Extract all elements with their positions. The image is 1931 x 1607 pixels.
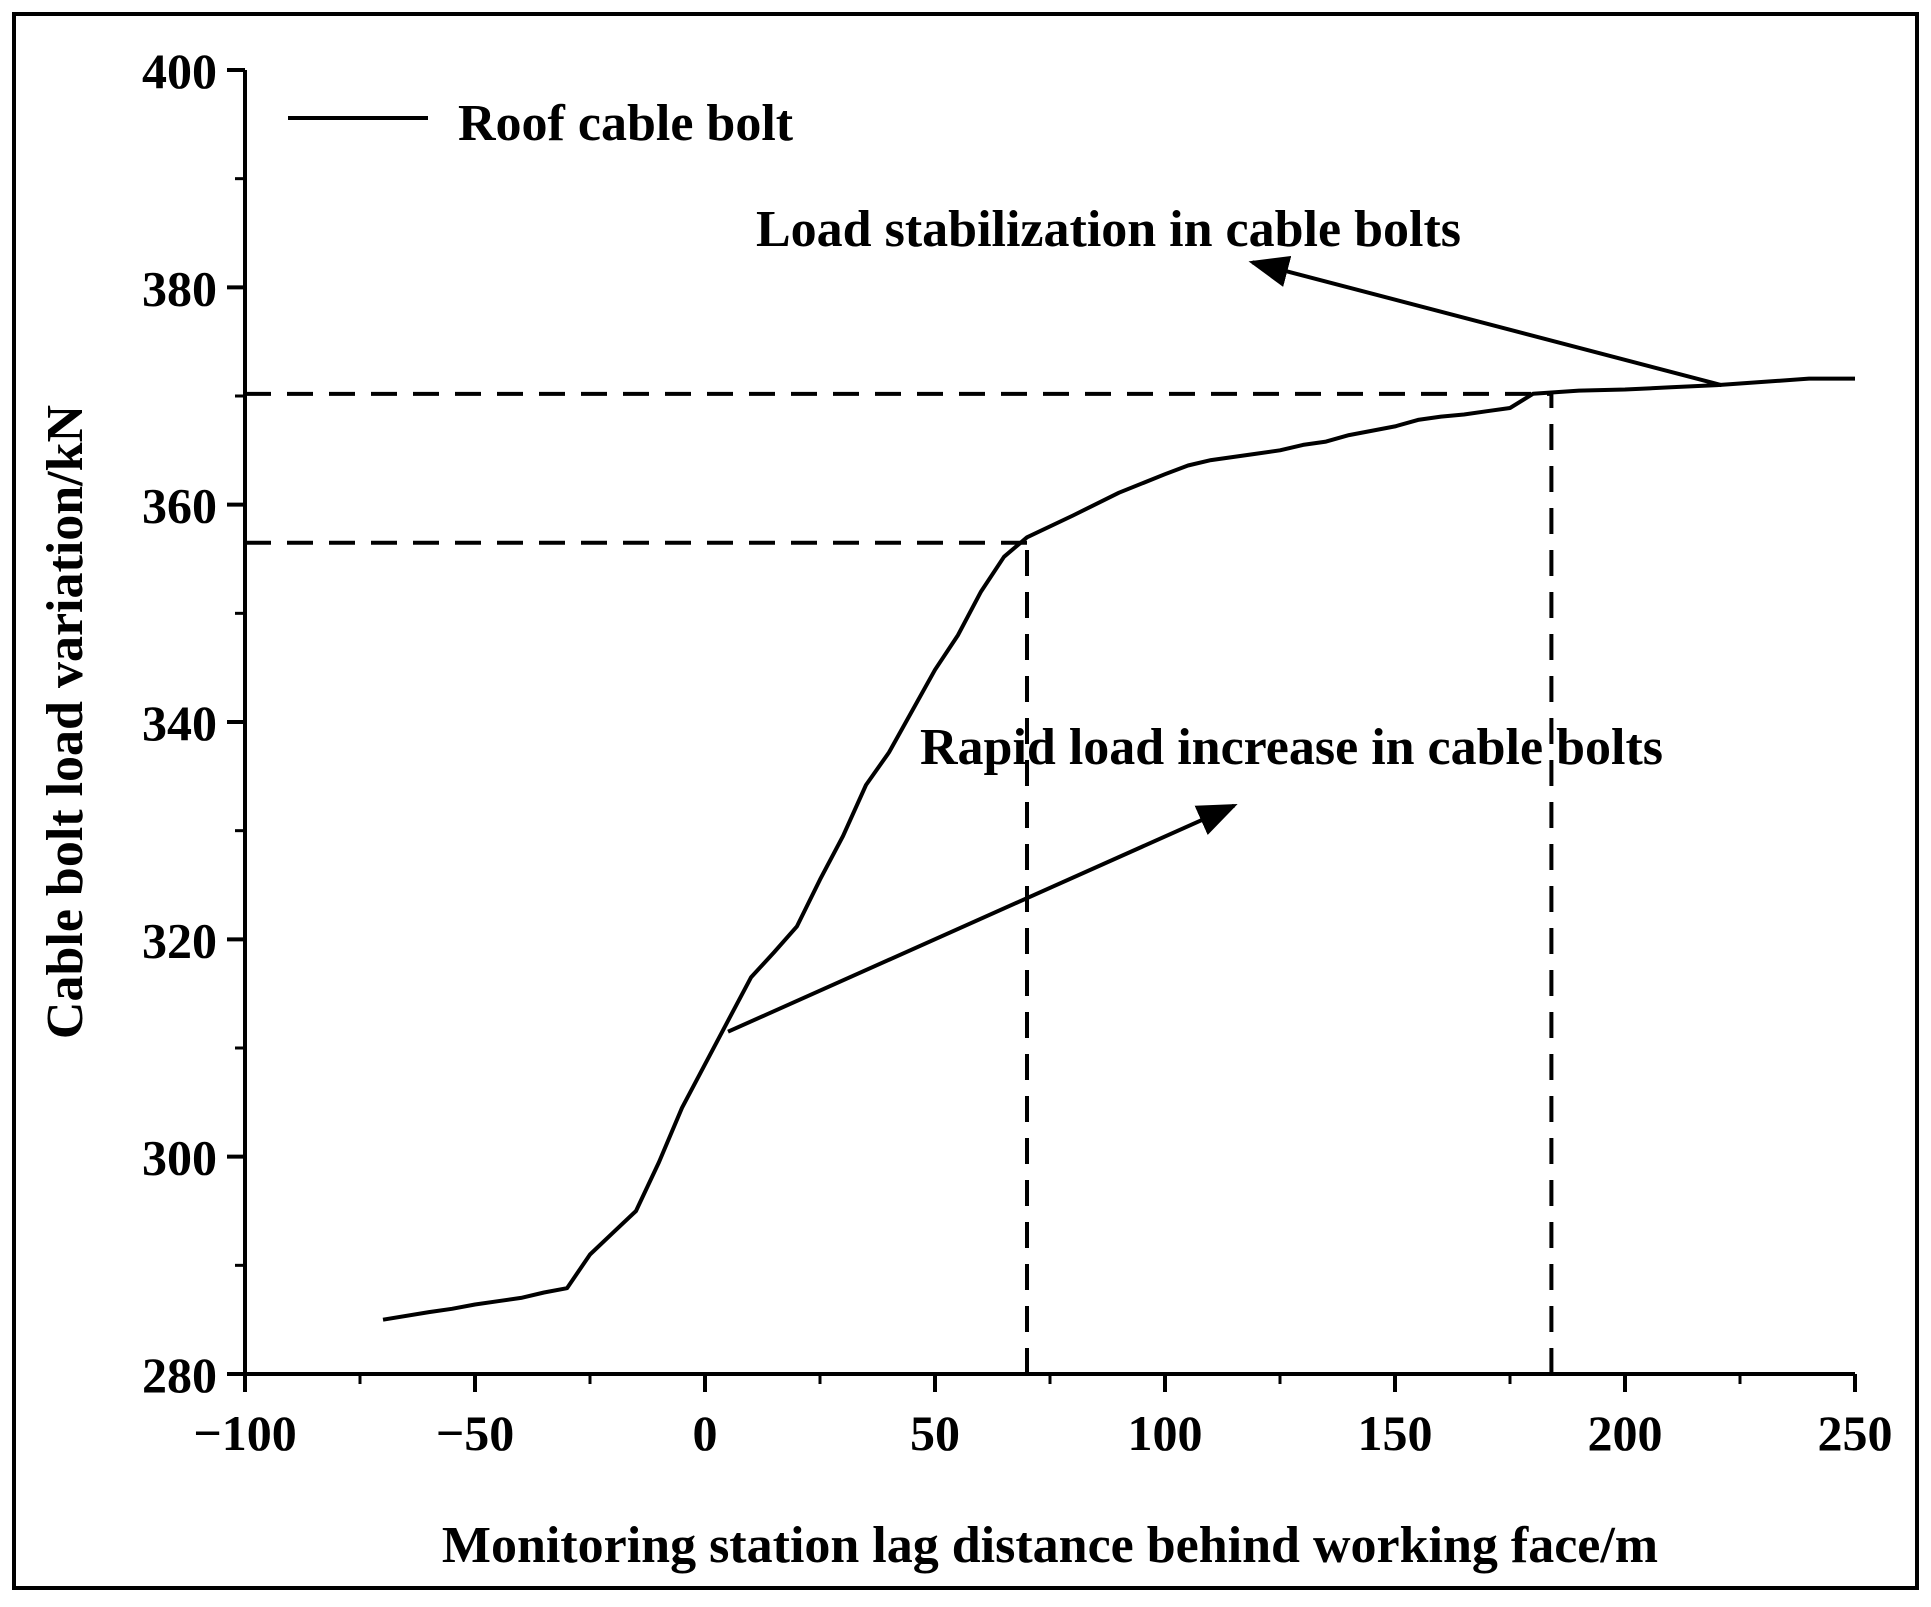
legend-label: Roof cable bolt	[458, 95, 794, 152]
x-tick-label: −100	[193, 1405, 297, 1461]
reference-lines	[245, 391, 1554, 1374]
y-tick-label: 300	[142, 1130, 217, 1186]
annotation-load-stabilization: Load stabilization in cable bolts	[756, 201, 1461, 258]
y-tick-label: 320	[142, 912, 217, 968]
x-tick-label: 250	[1818, 1405, 1893, 1461]
x-tick-label: 150	[1358, 1405, 1433, 1461]
annotation-arrows	[727, 255, 1723, 1034]
axis-ticks: −100 −50 0 50 100 150 200 250 280 300 320 340 360 380…	[142, 43, 1893, 1461]
series-group	[382, 376, 1855, 1322]
series-line	[382, 376, 1855, 1322]
y-tick-label: 400	[142, 43, 217, 99]
y-tick-label: 360	[142, 478, 217, 534]
y-tick-label: 280	[142, 1347, 217, 1403]
annotation-rapid-load-increase: Rapid load increase in cable bolts	[920, 719, 1663, 776]
x-tick-label: 200	[1588, 1405, 1663, 1461]
y-tick-label: 340	[142, 695, 217, 751]
legend: Roof cable bolt	[288, 95, 794, 152]
x-tick-label: 100	[1128, 1405, 1203, 1461]
y-tick-label: 380	[142, 260, 217, 316]
x-tick-label: 0	[693, 1405, 718, 1461]
x-tick-label: 50	[910, 1405, 960, 1461]
x-axis-title: Monitoring station lag distance behind w…	[442, 1517, 1658, 1574]
annotation-arrow	[727, 803, 1238, 1034]
figure-border	[12, 12, 1919, 1590]
annotation-arrow	[1248, 255, 1723, 388]
y-axis-title: Cable bolt load variation/kN	[37, 405, 94, 1039]
x-tick-label: −50	[436, 1405, 515, 1461]
